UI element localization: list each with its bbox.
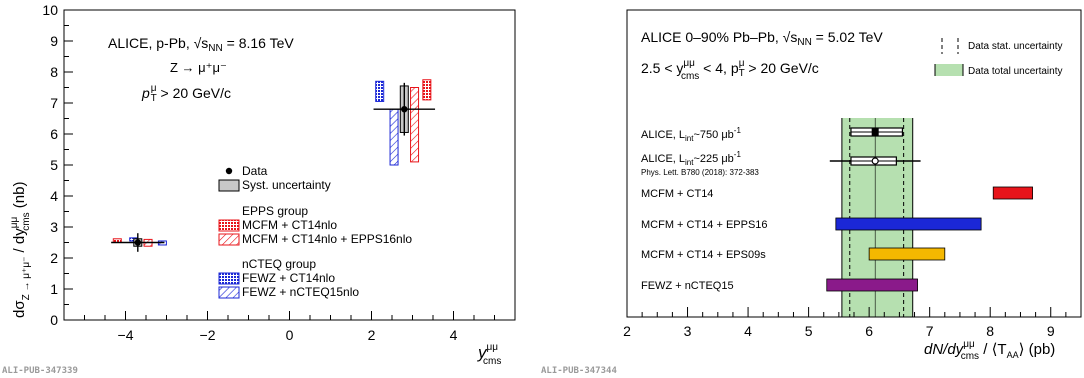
- right-x-tick-label: 4: [744, 323, 752, 339]
- meas2-reference: Phys. Lett. B780 (2018): 372-383: [641, 168, 759, 177]
- left-x-tick-label: 4: [450, 327, 458, 343]
- legend-epps2-label: MCFM + CT14nlo + EPPS16nlo: [242, 232, 412, 246]
- left-x-axis-label: yμμ cms: [477, 342, 501, 367]
- right-measurements: [829, 127, 921, 166]
- meas1-label: ALICE, Lint~750 μb-1: [641, 126, 741, 143]
- legend-total-label: Data total uncertainty: [968, 66, 1063, 77]
- left-model-box: [375, 80, 385, 102]
- model-bar: [992, 186, 1033, 200]
- left-x-tick-label: 2: [368, 327, 376, 343]
- left-x-ticks: −4 −2 0 2 4: [84, 311, 495, 343]
- left-y-ticks: 0 1 2 3 4 5 6 7 8 9 10: [42, 2, 73, 328]
- left-y-tick-label: 2: [50, 250, 58, 266]
- right-chart: 2 3 4 5 6 7 8 9 ALICE 0–90% Pb–Pb, √sNN = 5.02 …: [541, 9, 1082, 376]
- right-x-tick-label: 8: [986, 323, 994, 339]
- model-bar: [868, 247, 946, 261]
- right-x-tick-label: 7: [926, 323, 934, 339]
- left-annotation-line3: pμ T > 20 GeV/c: [141, 83, 231, 104]
- left-x-tick-label: −2: [200, 327, 216, 343]
- left-model-box: [410, 87, 420, 163]
- legend-ncteq1-swatch: [218, 272, 240, 285]
- left-y-tick-label: 10: [42, 2, 58, 18]
- legend-syst-swatch: [218, 179, 240, 192]
- right-x-tick-label: 6: [865, 323, 873, 339]
- left-annotation-line2: Z → μ⁺μ⁻: [170, 60, 227, 75]
- left-y-tick-label: 6: [50, 126, 58, 142]
- legend-stat-label: Data stat. uncertainty: [968, 41, 1063, 52]
- left-x-tick-label: −4: [118, 327, 134, 343]
- legend-epps2-swatch: [218, 233, 240, 246]
- legend-data-label: Data: [242, 164, 268, 178]
- left-y-tick-label: 5: [50, 157, 58, 173]
- right-legend: Data stat. uncertainty Data total uncert…: [934, 38, 1063, 77]
- left-annotation-line1: ALICE, p-Pb, √sNN = 8.16 TeV: [108, 35, 294, 54]
- left-y-axis-label: dσZ → μ⁺μ⁻ / dyμμcms (nb): [9, 182, 32, 318]
- left-y-tick-label: 3: [50, 219, 58, 235]
- right-x-tick-label: 3: [684, 323, 692, 339]
- right-x-tick-label: 9: [1047, 323, 1055, 339]
- legend-ncteq2-swatch: [218, 286, 240, 299]
- right-model-labels: MCFM + CT14 MCFM + CT14 + EPPS16 MCFM + CT…: [641, 188, 768, 292]
- meas2-label: ALICE, Lint~225 μb-1: [641, 150, 741, 167]
- model-bar: [826, 278, 918, 292]
- model-label: MCFM + CT14 + EPPS16: [641, 219, 768, 231]
- left-y-tick-label: 4: [50, 188, 58, 204]
- legend-epps-header: EPPS group: [242, 204, 308, 218]
- left-y-tick-label: 9: [50, 33, 58, 49]
- legend-ncteq2-label: FEWZ + nCTEQ15nlo: [242, 285, 359, 299]
- left-model-box: [389, 108, 399, 166]
- legend-total-swatch: [935, 64, 963, 76]
- legend-epps1-swatch: [218, 219, 240, 232]
- right-subtitle: 2.5 < yμμ cms < 4, pTμ > 20 GeV/c: [641, 58, 819, 82]
- left-x-tick-label: 0: [286, 327, 294, 343]
- right-x-axis-label: dN/dyμμ cms / ⟨TAA⟩ (pb): [924, 339, 1055, 362]
- right-x-tick-label: 2: [623, 323, 631, 339]
- model-bar: [835, 217, 982, 231]
- left-y-tick-label: 1: [50, 281, 58, 297]
- legend-ncteq-header: nCTEQ group: [242, 257, 316, 271]
- left-legend: Data Syst. uncertainty EPPS group MCFM +…: [218, 164, 412, 299]
- left-model-box: [422, 79, 432, 101]
- model-label: MCFM + CT14 + EPS09s: [641, 249, 766, 261]
- left-y-tick-label: 0: [50, 312, 58, 328]
- legend-data-marker: [225, 167, 233, 175]
- measurement-marker: [871, 128, 879, 136]
- left-y-tick-label: 8: [50, 64, 58, 80]
- right-model-bars: [826, 186, 1033, 292]
- legend-epps1-label: MCFM + CT14nlo: [242, 218, 337, 232]
- left-data-points: [111, 82, 436, 252]
- legend-ncteq1-label: FEWZ + CT14nlo: [242, 271, 335, 285]
- measurement-marker: [871, 157, 879, 165]
- legend-syst-label: Syst. uncertainty: [242, 178, 331, 192]
- model-label: FEWZ + nCTEQ15: [641, 280, 734, 292]
- right-footer: ALI-PUB-347344: [541, 366, 617, 376]
- left-y-tick-label: 7: [50, 95, 58, 111]
- left-data-point: [134, 239, 141, 246]
- left-chart: 0 1 2 3 4 5 6 7 8 9 10 −4 −2 0 2 4 ALICE, p-Pb, √sNN =…: [2, 2, 516, 376]
- right-x-tick-label: 5: [805, 323, 813, 339]
- left-footer: ALI-PUB-347339: [2, 366, 78, 376]
- model-label: MCFM + CT14: [641, 188, 713, 200]
- left-data-point: [401, 106, 408, 113]
- right-x-ticks: 2 3 4 5 6 7 8 9: [623, 307, 1082, 339]
- right-title: ALICE 0–90% Pb–Pb, √sNN = 5.02 TeV: [641, 29, 883, 48]
